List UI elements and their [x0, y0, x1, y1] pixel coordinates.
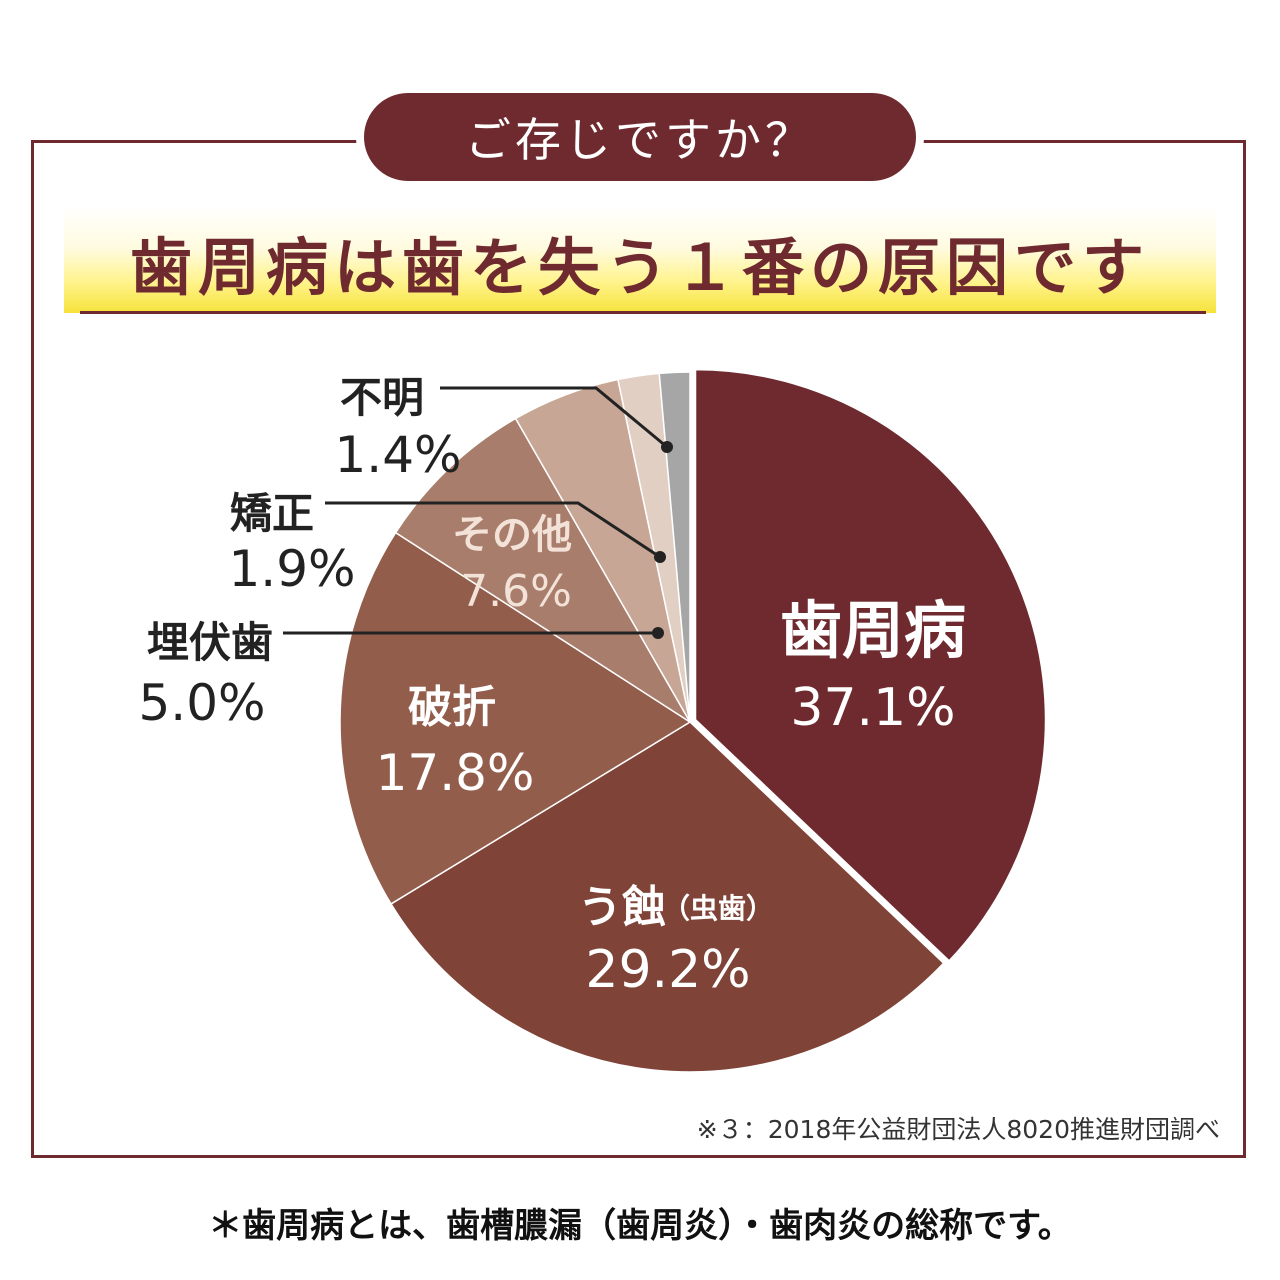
slice-value-fracture: 17.8% [376, 744, 535, 802]
slice-value-periodontal: 37.1% [790, 678, 955, 738]
footnote: ＊歯周病とは、歯槽膿漏（歯周炎）・歯肉炎の総称です。 [208, 1206, 1072, 1246]
slice-label-caries: う蝕 [578, 882, 666, 933]
headline-text: 歯周病は歯を失う１番の原因です [129, 231, 1150, 304]
headline-banner: 歯周病は歯を失う１番の原因です [64, 205, 1216, 313]
slice-value-orthodontic: 1.9% [228, 540, 355, 598]
slice-sublabel-caries: （虫歯） [662, 892, 774, 925]
slice-value-unknown: 1.4% [334, 426, 461, 484]
slice-value-other: 7.6% [460, 566, 572, 617]
leader-dot-impacted [652, 627, 664, 639]
pie-slice-periodontal [694, 368, 1047, 962]
slice-label-unknown: 不明 [340, 373, 424, 422]
pie-slice-unknown [658, 371, 691, 723]
badge-text: ご存じですか？ [465, 113, 815, 167]
leader-line-unknown [440, 386, 668, 449]
slice-label-fracture: 破折 [408, 682, 496, 733]
slice-label-other: その他 [452, 512, 572, 558]
slice-value-caries: 29.2% [585, 940, 750, 1000]
pie-slice-caries [389, 721, 945, 1073]
slice-label-orthodontic: 矯正 [230, 489, 314, 538]
question-badge: ご存じですか？ [364, 93, 916, 181]
pie-slice-fracture [339, 531, 692, 905]
leader-dot-orthodontic [654, 551, 666, 563]
headline-underline [80, 311, 1206, 314]
source-note: ※３：2018年公益財団法人8020推進財団調べ [696, 1115, 1220, 1144]
pie-slice-other [394, 417, 691, 723]
leader-line-orthodontic [325, 501, 661, 559]
slice-label-periodontal: 歯周病 [780, 594, 966, 667]
leader-dot-unknown [661, 441, 673, 453]
slice-value-impacted: 5.0% [138, 674, 265, 732]
slice-label-impacted: 埋伏歯 [147, 618, 273, 667]
